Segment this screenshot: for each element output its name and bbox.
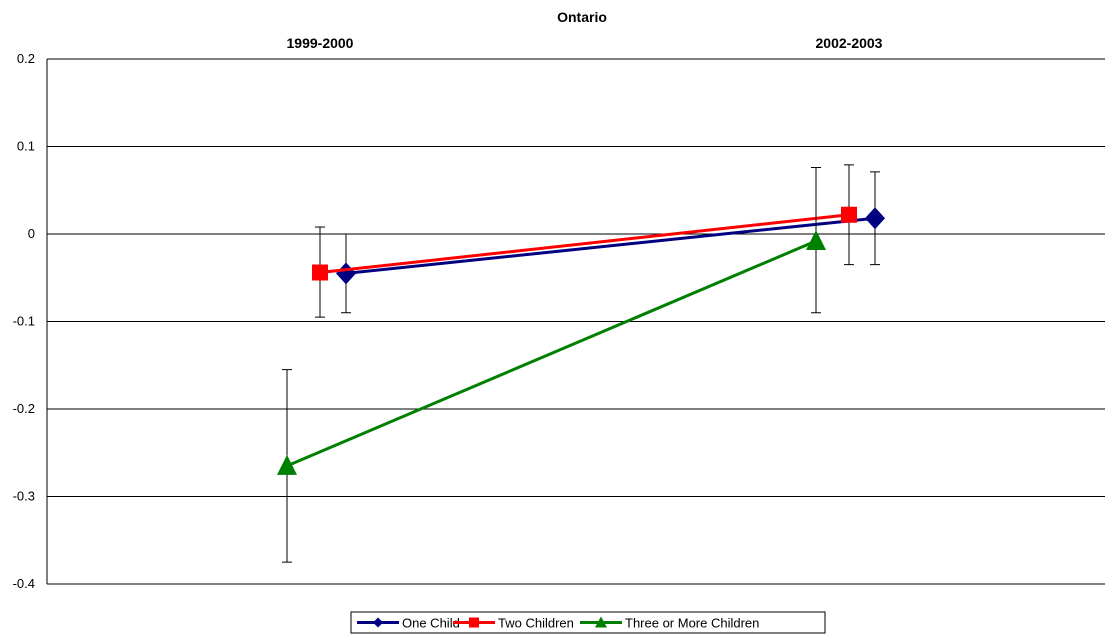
legend-marker-triangle xyxy=(595,616,607,628)
legend-entry: Two Children xyxy=(453,616,574,631)
series-three-or-more-children xyxy=(277,167,826,563)
series-two-children xyxy=(312,164,857,318)
legend-marker-square xyxy=(469,617,479,628)
category-label: 2002-2003 xyxy=(816,35,883,51)
y-tick-label: -0.2 xyxy=(13,401,35,416)
series-line xyxy=(345,216,876,275)
data-point-square xyxy=(312,264,328,281)
legend-entry: One Child xyxy=(357,616,460,631)
y-tick-label: 0 xyxy=(28,226,35,241)
legend-marker-diamond xyxy=(373,617,383,628)
data-point-diamond xyxy=(865,207,885,230)
series-group xyxy=(277,164,885,563)
y-axis-tick-labels: 0.2 0.1 0 -0.1 -0.2 -0.3 -0.4 xyxy=(13,51,35,591)
data-point-square xyxy=(841,206,857,223)
category-label: 1999-2000 xyxy=(287,35,354,51)
y-tick-label: -0.4 xyxy=(13,576,35,591)
legend-label: Two Children xyxy=(498,616,574,631)
y-tick-label: -0.1 xyxy=(13,314,35,329)
chart-title: Ontario xyxy=(557,9,607,25)
data-point-triangle xyxy=(277,454,297,475)
series-line xyxy=(319,213,850,274)
series-line xyxy=(286,239,817,468)
legend-label: One Child xyxy=(402,616,460,631)
legend-label: Three or More Children xyxy=(625,616,759,631)
legend-entry: Three or More Children xyxy=(580,616,759,631)
category-labels: 1999-2000 2002-2003 xyxy=(287,35,883,51)
data-point-triangle xyxy=(806,230,826,250)
legend: One Child Two Children Three or More Child… xyxy=(350,611,826,634)
y-tick-label: 0.1 xyxy=(17,139,35,154)
y-tick-label: 0.2 xyxy=(17,51,35,66)
y-tick-label: -0.3 xyxy=(13,489,35,504)
gridlines xyxy=(46,58,1105,585)
